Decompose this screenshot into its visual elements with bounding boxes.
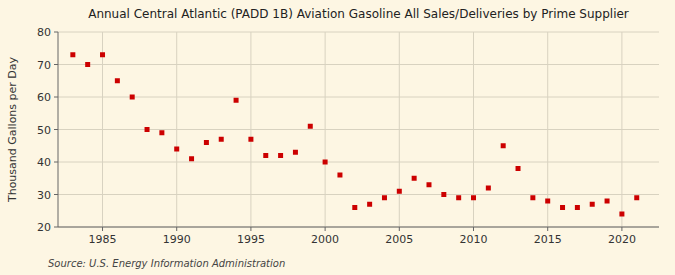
grid-line-y (58, 194, 659, 195)
tick-label-y: 20 (37, 221, 51, 234)
point (501, 143, 506, 148)
tick-x (250, 227, 251, 231)
point (486, 186, 491, 191)
grid-line-x (176, 32, 177, 227)
tick-label-y: 80 (37, 26, 51, 39)
point (204, 140, 209, 145)
grid-line-y (58, 227, 659, 228)
point (100, 52, 105, 57)
axes: 20 30 40 50 60 70 80 1985 1990 1995 2000 2005 2010 20… (37, 26, 659, 246)
point (560, 205, 565, 210)
point (426, 182, 431, 187)
point (278, 153, 283, 158)
grid-line-x (102, 32, 103, 227)
point (412, 176, 417, 181)
point (352, 205, 357, 210)
grid-line-x (325, 32, 326, 227)
source-note: Source: U.S. Energy Information Administ… (48, 258, 285, 269)
grid-line-y (58, 32, 659, 33)
point (456, 195, 461, 200)
grid-line-y (58, 162, 659, 163)
point (174, 147, 179, 152)
tick-label-x: 2015 (534, 233, 562, 246)
point (337, 173, 342, 178)
point (530, 195, 535, 200)
tick-x (176, 227, 177, 231)
tick-x (325, 227, 326, 231)
tick-x (473, 227, 474, 231)
tick-label-x: 2020 (608, 233, 636, 246)
point (263, 153, 268, 158)
point (382, 195, 387, 200)
point (115, 78, 120, 83)
tick-y (54, 32, 58, 33)
point (85, 62, 90, 67)
tick-y (54, 129, 58, 130)
point (234, 98, 239, 103)
point (308, 124, 313, 129)
grid-line-x (547, 32, 548, 227)
point (323, 160, 328, 165)
tick-label-x: 2005 (385, 233, 413, 246)
point (70, 52, 75, 57)
tick-x (399, 227, 400, 231)
tick-label-x: 2000 (311, 233, 339, 246)
grid-line-x (250, 32, 251, 227)
point (248, 137, 253, 142)
tick-y (54, 97, 58, 98)
tick-x (621, 227, 622, 231)
title: Annual Central Atlantic (PADD 1B) Aviati… (88, 7, 629, 21)
tick-x (547, 227, 548, 231)
tick-y (54, 227, 58, 228)
point (516, 166, 521, 171)
tick-label-y: 30 (37, 189, 51, 202)
point (219, 137, 224, 142)
tick-y (54, 64, 58, 65)
tick-label-x: 1990 (163, 233, 191, 246)
points (70, 52, 639, 216)
tick-label-y: 40 (37, 156, 51, 169)
grid-line-y (58, 64, 659, 65)
x-axis-line (58, 227, 659, 228)
tick-label-x: 1985 (89, 233, 117, 246)
tick-label-y: 50 (37, 124, 51, 137)
chart-svg: Annual Central Atlantic (PADD 1B) Aviati… (0, 0, 675, 275)
point (619, 212, 624, 217)
point (159, 130, 164, 135)
grid-line-y (58, 97, 659, 98)
point (189, 156, 194, 161)
tick-y (54, 162, 58, 163)
tick-label-x: 2010 (460, 233, 488, 246)
point (575, 205, 580, 210)
y-axis-line (58, 32, 59, 227)
y-axis-label: Thousand Gallons per Day (6, 56, 19, 203)
point (545, 199, 550, 204)
point (367, 202, 372, 207)
tick-label-y: 60 (37, 91, 51, 104)
tick-label-y: 70 (37, 59, 51, 72)
point (605, 199, 610, 204)
point (590, 202, 595, 207)
tick-y (54, 194, 58, 195)
point (634, 195, 639, 200)
point (471, 195, 476, 200)
point (130, 95, 135, 100)
point (145, 127, 150, 132)
grid-line-x (621, 32, 622, 227)
point (441, 192, 446, 197)
point (293, 150, 298, 155)
tick-x (102, 227, 103, 231)
grid-line-x (399, 32, 400, 227)
tick-label-x: 1995 (237, 233, 265, 246)
grid (58, 32, 659, 227)
point (397, 189, 402, 194)
chart-container: Annual Central Atlantic (PADD 1B) Aviati… (0, 0, 675, 275)
